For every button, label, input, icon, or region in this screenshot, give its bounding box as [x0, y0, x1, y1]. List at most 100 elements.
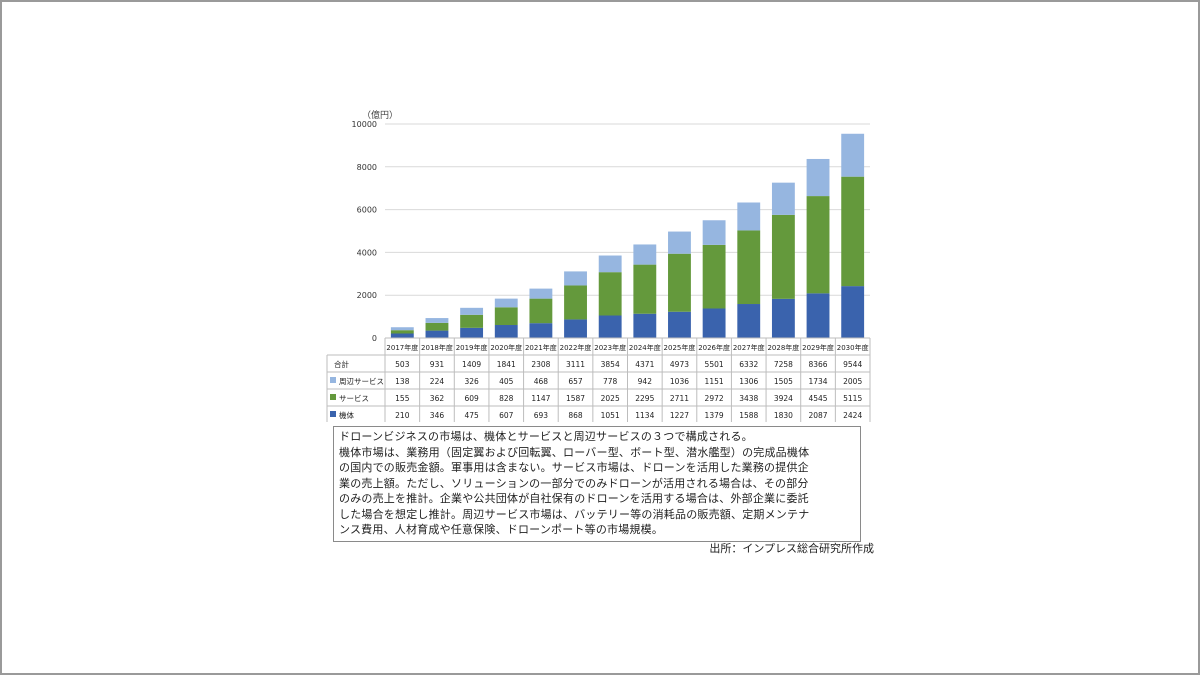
data-label: 155 — [395, 394, 410, 403]
data-label: 4545 — [808, 394, 827, 403]
x-tick-label: 2017年度 — [386, 343, 418, 352]
data-label: 8366 — [808, 360, 827, 369]
bar-segment-body — [598, 315, 622, 338]
bar-segment-peripheral — [737, 202, 761, 231]
legend-swatch — [330, 377, 336, 383]
data-label: 2025 — [601, 394, 620, 403]
bar-segment-service — [737, 230, 761, 305]
bar-segment-service — [598, 272, 622, 316]
data-label: 1505 — [774, 377, 793, 386]
data-label: 1147 — [531, 394, 550, 403]
bar-segment-service — [460, 314, 484, 328]
data-label: 931 — [430, 360, 445, 369]
bar-segment-body — [702, 308, 726, 338]
data-label: 1587 — [566, 394, 585, 403]
data-label: 1830 — [774, 411, 793, 420]
bar-segment-service — [702, 244, 726, 309]
bar-segment-peripheral — [598, 255, 622, 273]
table-row-label: 周辺サービス — [339, 377, 384, 386]
description-box: ドローンビジネスの市場は、機体とサービスと周辺サービスの３つで構成される。 機体… — [333, 426, 861, 542]
data-label: 6332 — [739, 360, 758, 369]
y-tick-label: 6000 — [357, 206, 377, 215]
data-label: 4973 — [670, 360, 689, 369]
data-label: 224 — [430, 377, 445, 386]
data-label: 468 — [534, 377, 549, 386]
x-tick-label: 2025年度 — [664, 343, 696, 352]
bar-segment-service — [841, 176, 865, 287]
bar-segment-service — [425, 322, 449, 331]
bar-segment-service — [668, 253, 691, 312]
bar-segment-body — [771, 298, 795, 338]
table-row-label: 機体 — [339, 410, 354, 420]
x-tick-label: 2029年度 — [802, 343, 834, 352]
y-unit-label: （億円） — [362, 109, 398, 121]
data-label: 1734 — [808, 377, 827, 386]
data-label: 2295 — [635, 394, 654, 403]
data-label: 942 — [638, 377, 653, 386]
data-label: 609 — [464, 394, 479, 403]
y-tick-label: 4000 — [357, 248, 377, 257]
bar-segment-service — [390, 330, 414, 334]
bar-segment-body — [668, 311, 691, 338]
bar-segment-body — [633, 313, 657, 338]
data-label: 9544 — [843, 360, 862, 369]
data-label: 405 — [499, 377, 514, 386]
x-tick-label: 2021年度 — [525, 343, 557, 352]
bar-segment-body — [425, 330, 449, 338]
data-label: 607 — [499, 411, 514, 420]
data-label: 693 — [534, 411, 549, 420]
data-label: 1227 — [670, 411, 689, 420]
bar-segment-body — [529, 323, 553, 338]
data-label: 503 — [395, 360, 410, 369]
data-label: 1409 — [462, 360, 481, 369]
x-tick-label: 2026年度 — [698, 343, 730, 352]
bar-segment-peripheral — [702, 220, 726, 245]
note-line: 業の売上額。ただし、ソリューションの一部分でのみドローンが活用される場合は、その… — [339, 476, 809, 490]
data-label: 2308 — [531, 360, 550, 369]
bar-segment-peripheral — [564, 271, 587, 286]
x-tick-label: 2018年度 — [421, 343, 453, 352]
data-label: 1379 — [705, 411, 724, 420]
bar-segment-peripheral — [668, 231, 691, 254]
data-label: 1134 — [635, 411, 654, 420]
data-label: 326 — [464, 377, 479, 386]
note-line: の国内での販売金額。軍事用は含まない。サービス市場は、ドローンを活用した業務の提… — [339, 461, 809, 474]
bar-segment-body — [494, 325, 518, 338]
table-row-label: 合計 — [334, 359, 349, 369]
bar-segment-peripheral — [841, 133, 865, 177]
bar-segment-body — [564, 319, 587, 338]
data-label: 2005 — [843, 377, 862, 386]
y-tick-label: 2000 — [357, 291, 377, 300]
bar-segment-peripheral — [529, 288, 553, 299]
bar-segment-peripheral — [806, 158, 830, 197]
bar-segment-service — [494, 307, 518, 326]
bar-segment-service — [529, 298, 553, 324]
bar-segment-body — [460, 327, 484, 338]
data-label: 2972 — [705, 394, 724, 403]
legend-swatch — [330, 411, 336, 417]
bar-segment-peripheral — [494, 298, 518, 308]
data-label: 657 — [568, 377, 583, 386]
x-tick-label: 2023年度 — [594, 343, 626, 352]
data-label: 1151 — [705, 377, 724, 386]
data-label: 868 — [568, 411, 583, 420]
data-label: 778 — [603, 377, 618, 386]
data-label: 7258 — [774, 360, 793, 369]
data-label: 2424 — [843, 411, 862, 420]
data-label: 1036 — [670, 377, 689, 386]
data-label: 1588 — [739, 411, 758, 420]
bar-segment-peripheral — [425, 318, 449, 323]
x-tick-label: 2019年度 — [456, 343, 488, 352]
x-tick-label: 2030年度 — [837, 343, 869, 352]
x-tick-label: 2020年度 — [490, 343, 522, 352]
bar-segment-body — [806, 293, 830, 338]
x-tick-label: 2027年度 — [733, 343, 765, 352]
data-label: 346 — [430, 411, 445, 420]
note-line: ンス費用、人材育成や任意保険、ドローンポート等の市場規模。 — [339, 523, 664, 536]
data-label: 1306 — [739, 377, 758, 386]
x-tick-label: 2028年度 — [767, 343, 799, 352]
bar-segment-service — [633, 264, 657, 314]
data-label: 2087 — [808, 411, 827, 420]
bar-segment-peripheral — [771, 182, 795, 215]
bar-segment-peripheral — [390, 327, 414, 331]
